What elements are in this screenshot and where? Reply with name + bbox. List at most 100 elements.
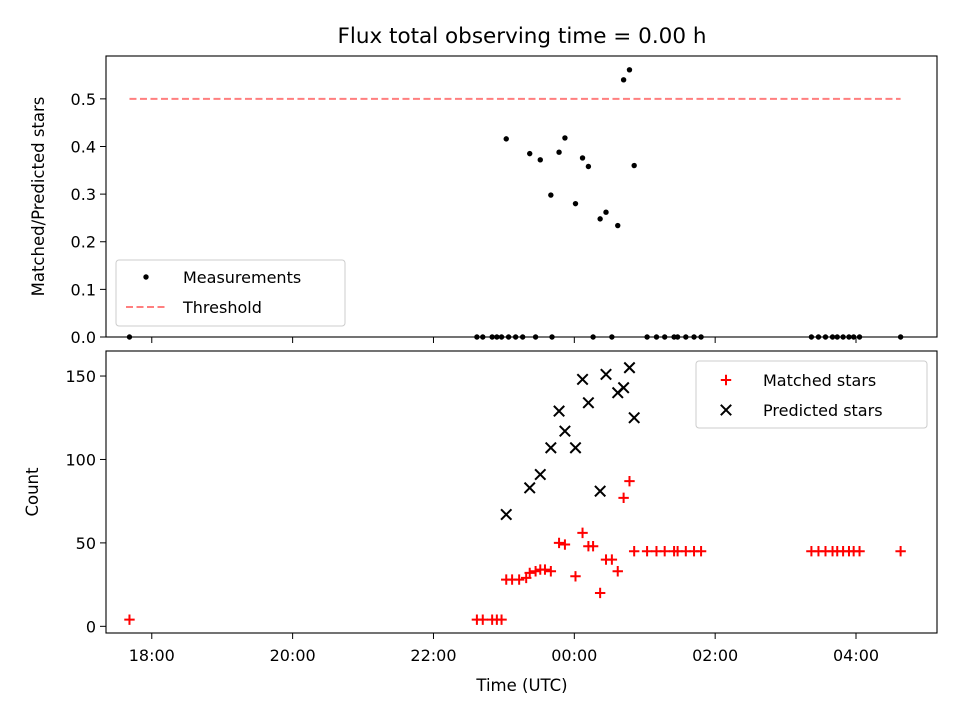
matched-star-point — [559, 539, 571, 550]
matched-star-point — [570, 571, 581, 582]
legend-frame — [695, 360, 928, 429]
matched-star-point — [618, 492, 629, 504]
measurement-point — [489, 334, 495, 340]
matched-star-point — [641, 546, 653, 557]
matched-star-point — [624, 475, 635, 487]
y-axis-label: Matched/Predicted stars — [29, 97, 48, 297]
predicted-star-point — [582, 396, 595, 409]
measurement-point — [822, 334, 829, 340]
matched-star-point — [587, 541, 599, 552]
y-tick-label: 50 — [76, 534, 96, 553]
measurement-point — [548, 192, 554, 198]
measurement-point — [603, 209, 609, 215]
measurement-point — [846, 334, 852, 340]
measurement-point — [609, 334, 615, 340]
matched-star-point — [628, 546, 640, 557]
measurement-point — [585, 163, 592, 170]
measurement-point — [897, 334, 904, 340]
measurement-point — [590, 334, 596, 340]
matched-star-point — [477, 614, 488, 625]
legend-predicted-label: Predicted stars — [763, 401, 883, 420]
y-tick-label: 0.4 — [71, 137, 96, 156]
legend-matched-label: Matched stars — [763, 371, 876, 390]
predicted-star-point — [617, 381, 630, 394]
measurement-point — [626, 67, 633, 73]
measurement-point — [615, 222, 621, 229]
predicted-star-point — [623, 361, 636, 374]
matched-star-point — [513, 574, 525, 585]
matched-star-point — [539, 564, 551, 575]
y-tick-label: 0.1 — [71, 280, 96, 299]
measurement-point — [498, 334, 505, 340]
y-tick-label: 0.2 — [71, 233, 96, 252]
x-tick-label: 04:00 — [833, 646, 879, 665]
measurement-point — [815, 334, 822, 340]
matched-star-point — [895, 546, 906, 557]
measurement-point — [480, 334, 486, 340]
measurement-point — [556, 149, 562, 155]
x-tick-label: 22:00 — [410, 646, 456, 665]
y-tick-label: 100 — [65, 450, 96, 469]
count-panel: 18:00 20:00 22:00 00:00 02:00 04:00 0 50 100 150 C… — [23, 350, 938, 665]
measurement-point — [512, 334, 519, 340]
measurement-point — [698, 334, 704, 340]
matched-star-point — [530, 566, 541, 577]
matched-star-point — [524, 567, 535, 579]
predicted-star-point — [534, 468, 547, 481]
measurement-point — [494, 334, 500, 340]
measurement-point — [683, 334, 689, 340]
predicted-star-point — [600, 368, 612, 381]
measurement-point — [653, 334, 660, 340]
predicted-star-point — [569, 441, 582, 454]
legend-frame — [115, 259, 346, 327]
measurement-point — [850, 334, 857, 340]
predicted-star-point — [553, 405, 565, 417]
measurement-point — [834, 334, 840, 340]
matched-star-point — [496, 614, 507, 625]
figure-title: Flux total observing time = 0.00 h — [338, 24, 707, 49]
predicted-star-point — [544, 441, 557, 454]
matched-star-point — [553, 537, 565, 549]
matched-star-point — [612, 566, 623, 577]
measurement-point — [597, 216, 603, 222]
measurement-point — [661, 334, 668, 340]
measurement-point — [829, 334, 836, 340]
legend: Matched stars Predicted stars — [695, 360, 928, 429]
measurement-point — [840, 334, 846, 340]
measurement-point — [691, 334, 697, 340]
measurement-point — [856, 334, 863, 340]
predicted-star-point — [523, 481, 536, 494]
legend-measurements-marker — [143, 274, 149, 280]
measurement-point — [579, 155, 586, 161]
measurement-point — [126, 334, 133, 340]
y-tick-label: 0.0 — [71, 328, 96, 347]
matched-star-point — [124, 614, 135, 625]
measurement-point — [620, 77, 627, 83]
predicted-star-point — [576, 373, 589, 386]
matched-star-point — [695, 546, 707, 557]
measurement-point — [527, 150, 533, 157]
x-tick-label: 18:00 — [129, 646, 175, 665]
x-tick-label: 00:00 — [551, 646, 597, 665]
matched-star-point — [545, 566, 557, 577]
x-axis-label: Time (UTC) — [475, 676, 567, 695]
y-tick-label: 0.5 — [71, 90, 96, 109]
measurement-point — [532, 334, 539, 340]
y-tick-label: 150 — [65, 367, 96, 386]
matched-star-point — [594, 587, 606, 599]
matched-star-point — [854, 546, 865, 557]
legend: Measurements Threshold — [115, 259, 346, 327]
predicted-star-point — [594, 485, 607, 498]
measurement-point — [549, 334, 555, 340]
measurement-point — [808, 334, 815, 340]
x-tick-label: 20:00 — [270, 646, 316, 665]
measurement-point — [572, 200, 579, 207]
legend-measurements-label: Measurements — [183, 268, 301, 287]
predicted-star-point — [500, 508, 513, 521]
measurement-point — [644, 334, 650, 340]
measurement-point — [503, 136, 509, 142]
legend-matched-marker — [720, 374, 732, 386]
predicted-star-point — [628, 411, 641, 424]
measurement-point — [674, 334, 681, 340]
